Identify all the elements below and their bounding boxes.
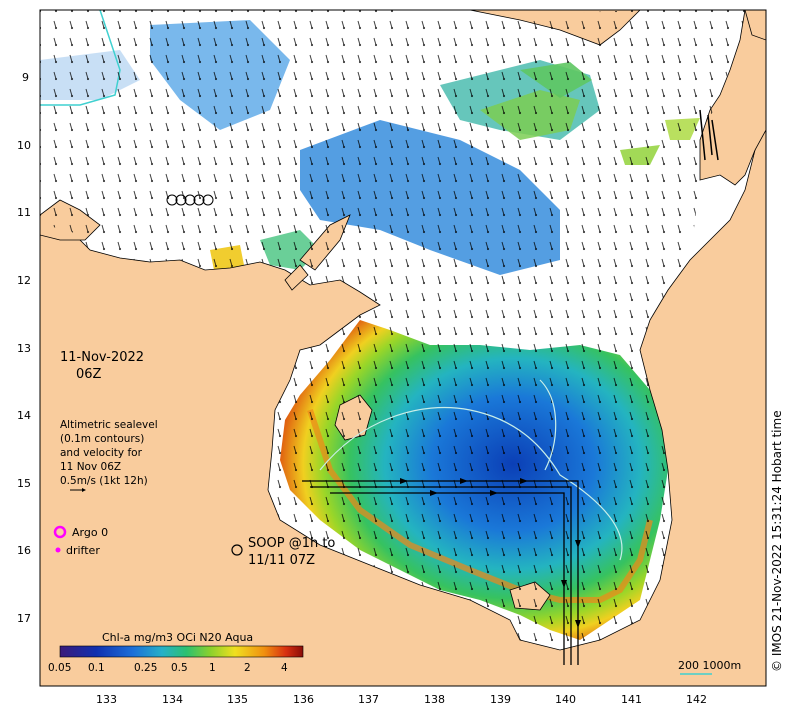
legend-line: and velocity for	[60, 447, 143, 459]
lon-tick-140: 140	[555, 693, 576, 706]
lat-tick-15: 15	[17, 477, 31, 490]
soop-label-line1: SOOP @1h to	[248, 536, 335, 551]
strong-current-vectors	[699, 109, 719, 161]
plot-frame	[39, 9, 767, 687]
colorbar-gradient	[59, 645, 304, 658]
colorbar-title: Chl-a mg/m3 OCi N20 Aqua	[102, 631, 253, 644]
lat-axis: 9 10 11 12 13 14 15 16 17	[17, 71, 31, 625]
soop-track	[302, 480, 579, 665]
legend-line: 11 Nov 06Z	[60, 461, 121, 473]
lat-tick-16: 16	[17, 544, 31, 557]
colorbar-tick: 0.25	[134, 662, 157, 674]
lon-tick-134: 134	[162, 693, 183, 706]
lon-tick-141: 141	[621, 693, 642, 706]
drifter-legend-icon	[55, 547, 61, 553]
soop-legend-icon	[231, 544, 243, 556]
lon-tick-139: 139	[490, 693, 511, 706]
credit-text: © IMOS 21-Nov-2022 15:31:24 Hobart time	[770, 410, 784, 672]
altimetry-legend: Altimetric sealevel (0.1m contours) and …	[60, 419, 158, 492]
argo-legend-icon	[53, 525, 67, 539]
colorbar-tick: 1	[209, 662, 216, 674]
lat-tick-17: 17	[17, 612, 31, 625]
lat-tick-10: 10	[17, 139, 31, 152]
date-label: 11-Nov-2022	[60, 350, 144, 365]
lon-axis: 133 134 135 136 137 138 139 140 141 142	[96, 693, 707, 706]
soop-track-arrows	[400, 478, 581, 628]
legend-line: Altimetric sealevel	[60, 419, 158, 431]
colorbar-tick: 0.1	[88, 662, 105, 674]
colorbar-tick: 2	[244, 662, 251, 674]
lon-tick-133: 133	[96, 693, 117, 706]
time-label: 06Z	[76, 367, 102, 382]
legend-line: 0.5m/s (1kt 12h)	[60, 475, 148, 487]
argo-label: Argo 0	[72, 526, 108, 539]
lon-tick-136: 136	[293, 693, 314, 706]
colorbar-tick: 0.05	[48, 662, 71, 674]
colorbar-tick: 4	[281, 662, 288, 674]
map-plot-area	[40, 10, 766, 686]
lon-tick-135: 135	[227, 693, 248, 706]
velocity-arrows	[40, 10, 745, 650]
lon-tick-137: 137	[358, 693, 379, 706]
lat-tick-11: 11	[17, 206, 31, 219]
legend-line: (0.1m contours)	[60, 433, 144, 445]
lat-tick-14: 14	[17, 409, 31, 422]
marker-circles	[166, 194, 214, 206]
sealevel-contour	[319, 406, 623, 561]
colorbar: Chl-a mg/m3 OCi N20 Aqua 0.05 0.1 0.25 0…	[48, 631, 304, 674]
soop-label-line2: 11/11 07Z	[248, 553, 315, 568]
lat-tick-9: 9	[22, 71, 29, 84]
drifter-label: drifter	[66, 544, 100, 557]
lat-tick-12: 12	[17, 274, 31, 287]
colorbar-tick: 0.5	[171, 662, 188, 674]
depth-scale-label: 200 1000m	[678, 659, 741, 672]
lon-tick-138: 138	[424, 693, 445, 706]
lat-tick-13: 13	[17, 342, 31, 355]
lon-tick-142: 142	[686, 693, 707, 706]
